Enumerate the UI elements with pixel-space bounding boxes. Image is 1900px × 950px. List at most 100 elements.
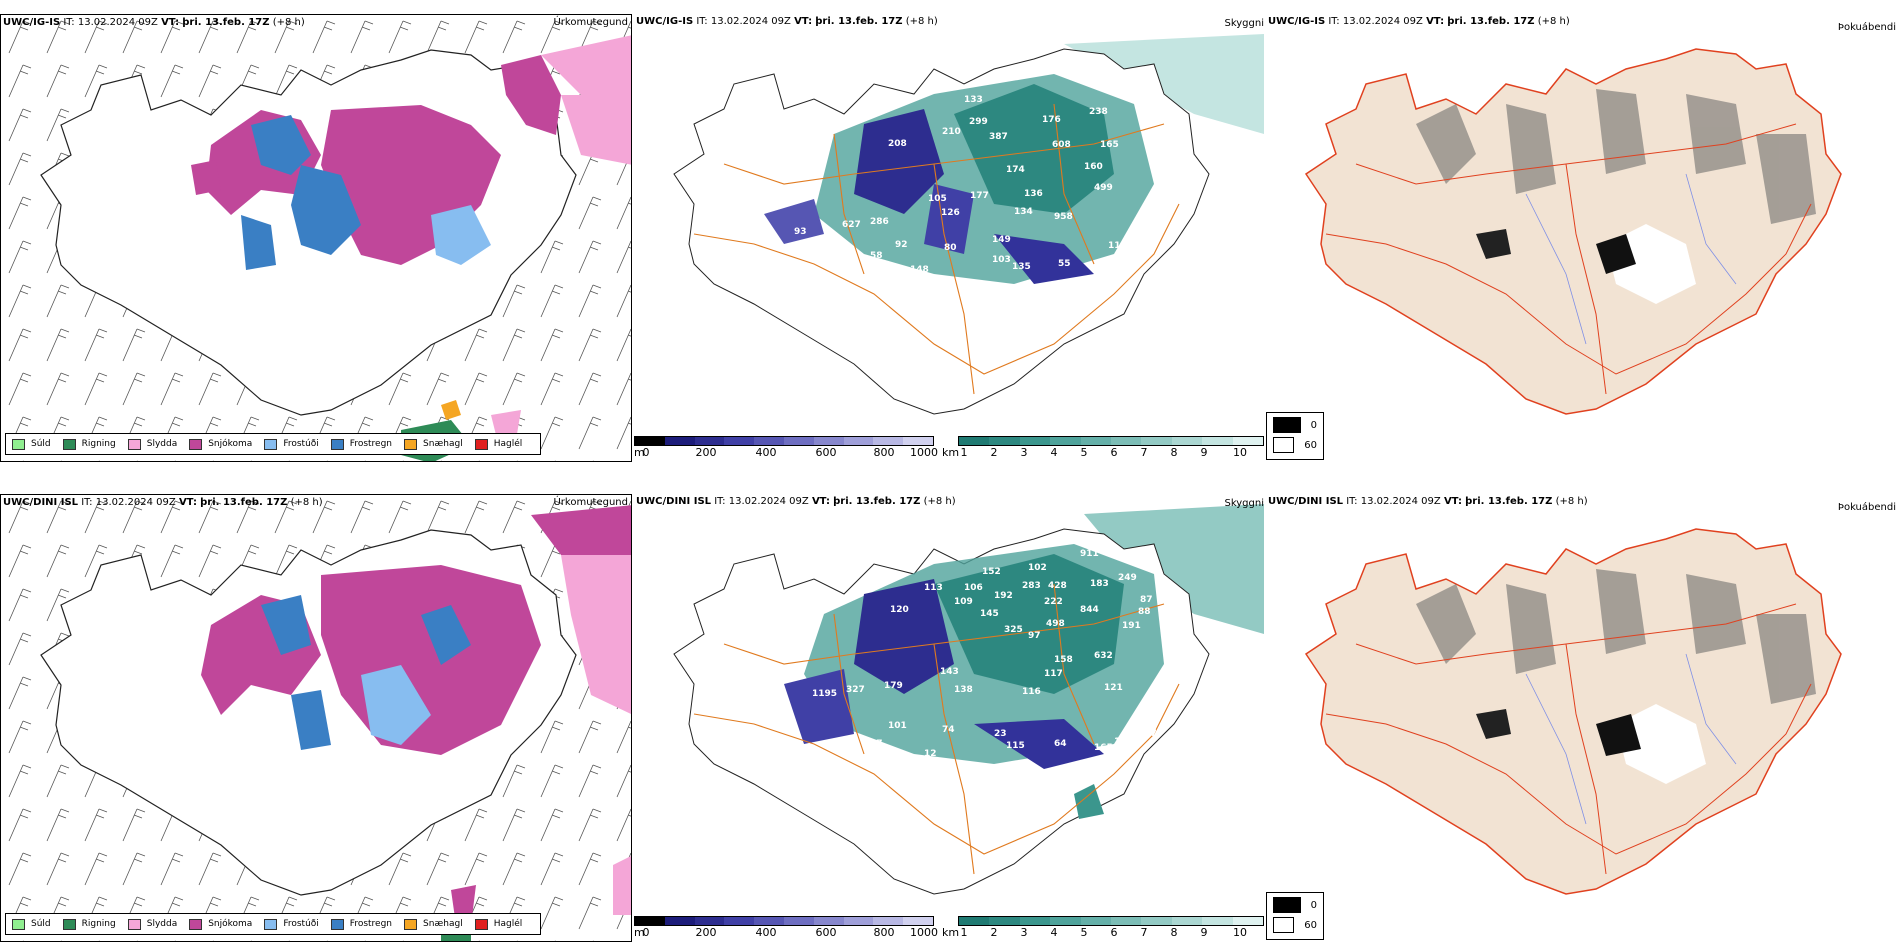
it-value: 13.02.2024 09Z xyxy=(710,16,791,27)
vt-value: þri. 13.feb. 17Z xyxy=(182,17,270,28)
tick-label: 2 xyxy=(990,926,998,939)
cloudbase-value: 177 xyxy=(970,191,989,201)
legend-swatch xyxy=(404,438,418,450)
cloudbase-value: 88 xyxy=(844,270,857,280)
it-label: IT: xyxy=(1328,16,1340,27)
fog-legend-label: 60 xyxy=(1304,439,1317,451)
tick-label: 800 xyxy=(873,926,895,939)
lead-time: (+8 h) xyxy=(923,496,956,507)
colorbar-cell xyxy=(754,437,784,445)
colorbar-cell xyxy=(1171,437,1203,445)
legend-label: Snæhagl xyxy=(423,439,463,449)
visibility-title-row2: UWC/DINI ISL IT: 13.02.2024 09Z VT: þri.… xyxy=(636,496,956,507)
cloudbase-value: 148 xyxy=(910,265,929,275)
legend-swatch xyxy=(264,438,278,450)
cloudbase-value: 113 xyxy=(924,583,943,593)
legend-swatch xyxy=(127,438,141,450)
cloudbase-value: 165 xyxy=(1100,140,1119,150)
cloudbase-value: 115 xyxy=(1006,741,1025,751)
colorbar-cell xyxy=(1050,437,1081,445)
legend-label: Frostregn xyxy=(349,919,393,929)
colorbar-cell xyxy=(989,437,1020,445)
colorbar-cell xyxy=(1202,437,1233,445)
tick-label: 6 xyxy=(1110,926,1118,939)
colorbar-cell xyxy=(813,917,844,925)
visibility-label-row1: Skyggni xyxy=(1224,18,1264,29)
tick-label: 200 xyxy=(695,926,717,939)
unit-m: m xyxy=(634,926,645,939)
fog-panel-row1: UWC/IG-IS IT: 13.02.2024 09Z VT: þri. 13… xyxy=(1266,14,1900,462)
model-name: UWC/DINI ISL xyxy=(1268,496,1344,507)
lead-time: (+8 h) xyxy=(905,16,938,27)
legend-swatch xyxy=(62,918,76,930)
legend-label: Slydda xyxy=(146,919,178,929)
it-value: 13.02.2024 09Z xyxy=(1360,496,1441,507)
fog-panel-row2: UWC/DINI ISL IT: 13.02.2024 09Z VT: þri.… xyxy=(1266,494,1900,942)
it-value: 13.02.2024 09Z xyxy=(77,17,158,28)
visibility-panel-row2: 911 152 102 283 428 183 249 113 106 192 … xyxy=(634,494,1264,942)
tick-label: 0 xyxy=(642,446,650,459)
fog-map-row1 xyxy=(1304,48,1842,415)
visibility-colorbar-row1: km 1 2 3 4 5 6 7 8 9 10 xyxy=(942,436,1264,459)
lead-time: (+8 h) xyxy=(1555,496,1588,507)
colorbar-cell xyxy=(1111,917,1142,925)
cloudbase-value: 283 xyxy=(1022,581,1041,591)
cloudbase-value: 74 xyxy=(942,725,955,735)
colorbar-cell xyxy=(754,917,784,925)
model-name: UWC/DINI ISL xyxy=(3,497,79,508)
cloudbase-value: 158 xyxy=(1054,655,1073,665)
cloudbase-value: 1195 xyxy=(812,689,837,699)
colorbar-cell xyxy=(903,917,933,925)
vt-value: þri. 13.feb. 17Z xyxy=(1465,496,1553,507)
cloudbase-value: 498 xyxy=(1046,619,1065,629)
tick-label: 6 xyxy=(1110,446,1118,459)
legend-swatch xyxy=(12,438,25,450)
cloudbase-value: 133 xyxy=(964,95,983,105)
colorbar-cell xyxy=(694,917,725,925)
tick-label: 2 xyxy=(990,446,998,459)
cloudbase-value: 608 xyxy=(1052,140,1071,150)
it-value: 13.02.2024 09Z xyxy=(1342,16,1423,27)
legend-label: Frostúði xyxy=(283,919,319,929)
visibility-title-row1: UWC/IG-IS IT: 13.02.2024 09Z VT: þri. 13… xyxy=(636,16,938,27)
tick-label: 200 xyxy=(695,446,717,459)
colorbar-cell xyxy=(635,917,665,925)
cloudbase-value: 238 xyxy=(1089,107,1108,117)
legend-swatch xyxy=(330,438,344,450)
it-label: IT: xyxy=(81,497,93,508)
colorbar-cell xyxy=(694,437,725,445)
colorbar-cell xyxy=(664,917,695,925)
vt-label: VT: xyxy=(811,496,830,507)
tick-label: 7 xyxy=(1140,446,1148,459)
cloudbase-value: 183 xyxy=(1090,579,1109,589)
colorbar-cell xyxy=(1202,917,1233,925)
colorbar-cell xyxy=(783,437,814,445)
legend-label: Slydda xyxy=(146,439,178,449)
vt-label: VT: xyxy=(794,16,813,27)
cloudbase-value: 80 xyxy=(1170,615,1183,625)
fog-swatch xyxy=(1273,897,1301,913)
cloudbase-colorbar-strip xyxy=(634,916,934,926)
legend-label: Rigning xyxy=(81,919,116,929)
cloudbase-value: 134 xyxy=(1014,207,1033,217)
precip-legend-row1: Súld Rigning Slydda Snjókoma Frostúði Fr… xyxy=(5,433,542,455)
cloudbase-value: 176 xyxy=(1042,115,1061,125)
tick-label: 600 xyxy=(815,926,837,939)
unit-km: km xyxy=(942,446,960,459)
legend-item-rigning: Rigning xyxy=(62,438,116,450)
legend-label: Súld xyxy=(31,439,51,449)
cloudbase-value: 120 xyxy=(890,605,909,615)
tick-label: 400 xyxy=(755,926,777,939)
cloudbase-value: 299 xyxy=(969,117,988,127)
it-value: 13.02.2024 09Z xyxy=(728,496,809,507)
fog-title-row1: UWC/IG-IS IT: 13.02.2024 09Z VT: þri. 13… xyxy=(1268,16,1570,27)
colorbar-cell xyxy=(1232,437,1264,445)
lead-time: (+8 h) xyxy=(1537,16,1570,27)
fog-legend-item: 60 xyxy=(1273,917,1317,933)
colorbar-cell xyxy=(843,917,874,925)
cloudbase-value: 93 xyxy=(794,227,807,237)
cloudbase-value: 152 xyxy=(982,567,1001,577)
cloudbase-value: 64 xyxy=(1054,739,1067,749)
tick-label: 7 xyxy=(1140,926,1148,939)
tick-label: 4 xyxy=(1050,926,1058,939)
